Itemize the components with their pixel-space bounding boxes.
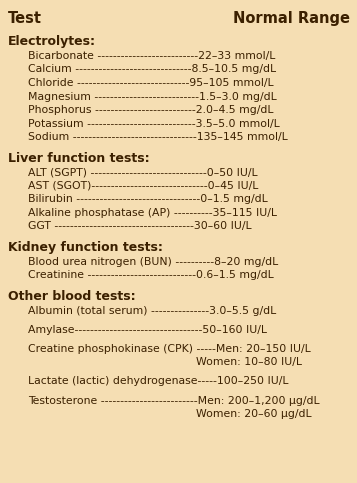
Text: Magnesium ---------------------------1.5–3.0 mg/dL: Magnesium ---------------------------1.5… [28, 91, 277, 101]
Text: Liver function tests:: Liver function tests: [8, 152, 150, 165]
Text: Alkaline phosphatase (AP) ----------35–115 IU/L: Alkaline phosphatase (AP) ----------35–1… [28, 208, 277, 218]
Text: Normal Range: Normal Range [233, 11, 350, 26]
Text: Bicarbonate --------------------------22–33 mmol/L: Bicarbonate --------------------------22… [28, 51, 275, 61]
Text: Blood urea nitrogen (BUN) ----------8–20 mg/dL: Blood urea nitrogen (BUN) ----------8–20… [28, 257, 278, 267]
Text: Potassium ----------------------------3.5–5.0 mmol/L: Potassium ----------------------------3.… [28, 118, 280, 128]
Text: Chloride -----------------------------95–105 mmol/L: Chloride -----------------------------95… [28, 78, 273, 88]
Text: Women: 10–80 IU/L: Women: 10–80 IU/L [196, 357, 302, 368]
Text: Women: 20–60 μg/dL: Women: 20–60 μg/dL [196, 409, 312, 419]
Text: Sodium --------------------------------135–145 mmol/L: Sodium --------------------------------1… [28, 132, 288, 142]
Text: ALT (SGPT) ------------------------------0–50 IU/L: ALT (SGPT) -----------------------------… [28, 168, 258, 177]
Text: Electrolytes:: Electrolytes: [8, 35, 96, 48]
Text: Calcium ------------------------------8.5–10.5 mg/dL: Calcium ------------------------------8.… [28, 65, 276, 74]
Text: AST (SGOT)------------------------------0–45 IU/L: AST (SGOT)------------------------------… [28, 181, 258, 191]
Text: Creatinine ----------------------------0.6–1.5 mg/dL: Creatinine ----------------------------0… [28, 270, 274, 281]
Text: Kidney function tests:: Kidney function tests: [8, 241, 163, 254]
Text: Testosterone -------------------------Men: 200–1,200 μg/dL: Testosterone -------------------------Me… [28, 396, 320, 406]
Text: Amylase---------------------------------50–160 IU/L: Amylase---------------------------------… [28, 325, 267, 335]
Text: Other blood tests:: Other blood tests: [8, 290, 136, 303]
Text: GGT ------------------------------------30–60 IU/L: GGT ------------------------------------… [28, 222, 252, 231]
Text: Bilirubin --------------------------------0–1.5 mg/dL: Bilirubin ------------------------------… [28, 195, 268, 204]
Text: Creatine phosphokinase (CPK) -----Men: 20–150 IU/L: Creatine phosphokinase (CPK) -----Men: 2… [28, 344, 311, 354]
Text: Test: Test [8, 11, 42, 26]
Text: Albumin (total serum) ---------------3.0–5.5 g/dL: Albumin (total serum) ---------------3.0… [28, 306, 276, 316]
Text: Phosphorus --------------------------2.0–4.5 mg/dL: Phosphorus --------------------------2.0… [28, 105, 273, 115]
Text: Lactate (lactic) dehydrogenase-----100–250 IU/L: Lactate (lactic) dehydrogenase-----100–2… [28, 377, 288, 386]
